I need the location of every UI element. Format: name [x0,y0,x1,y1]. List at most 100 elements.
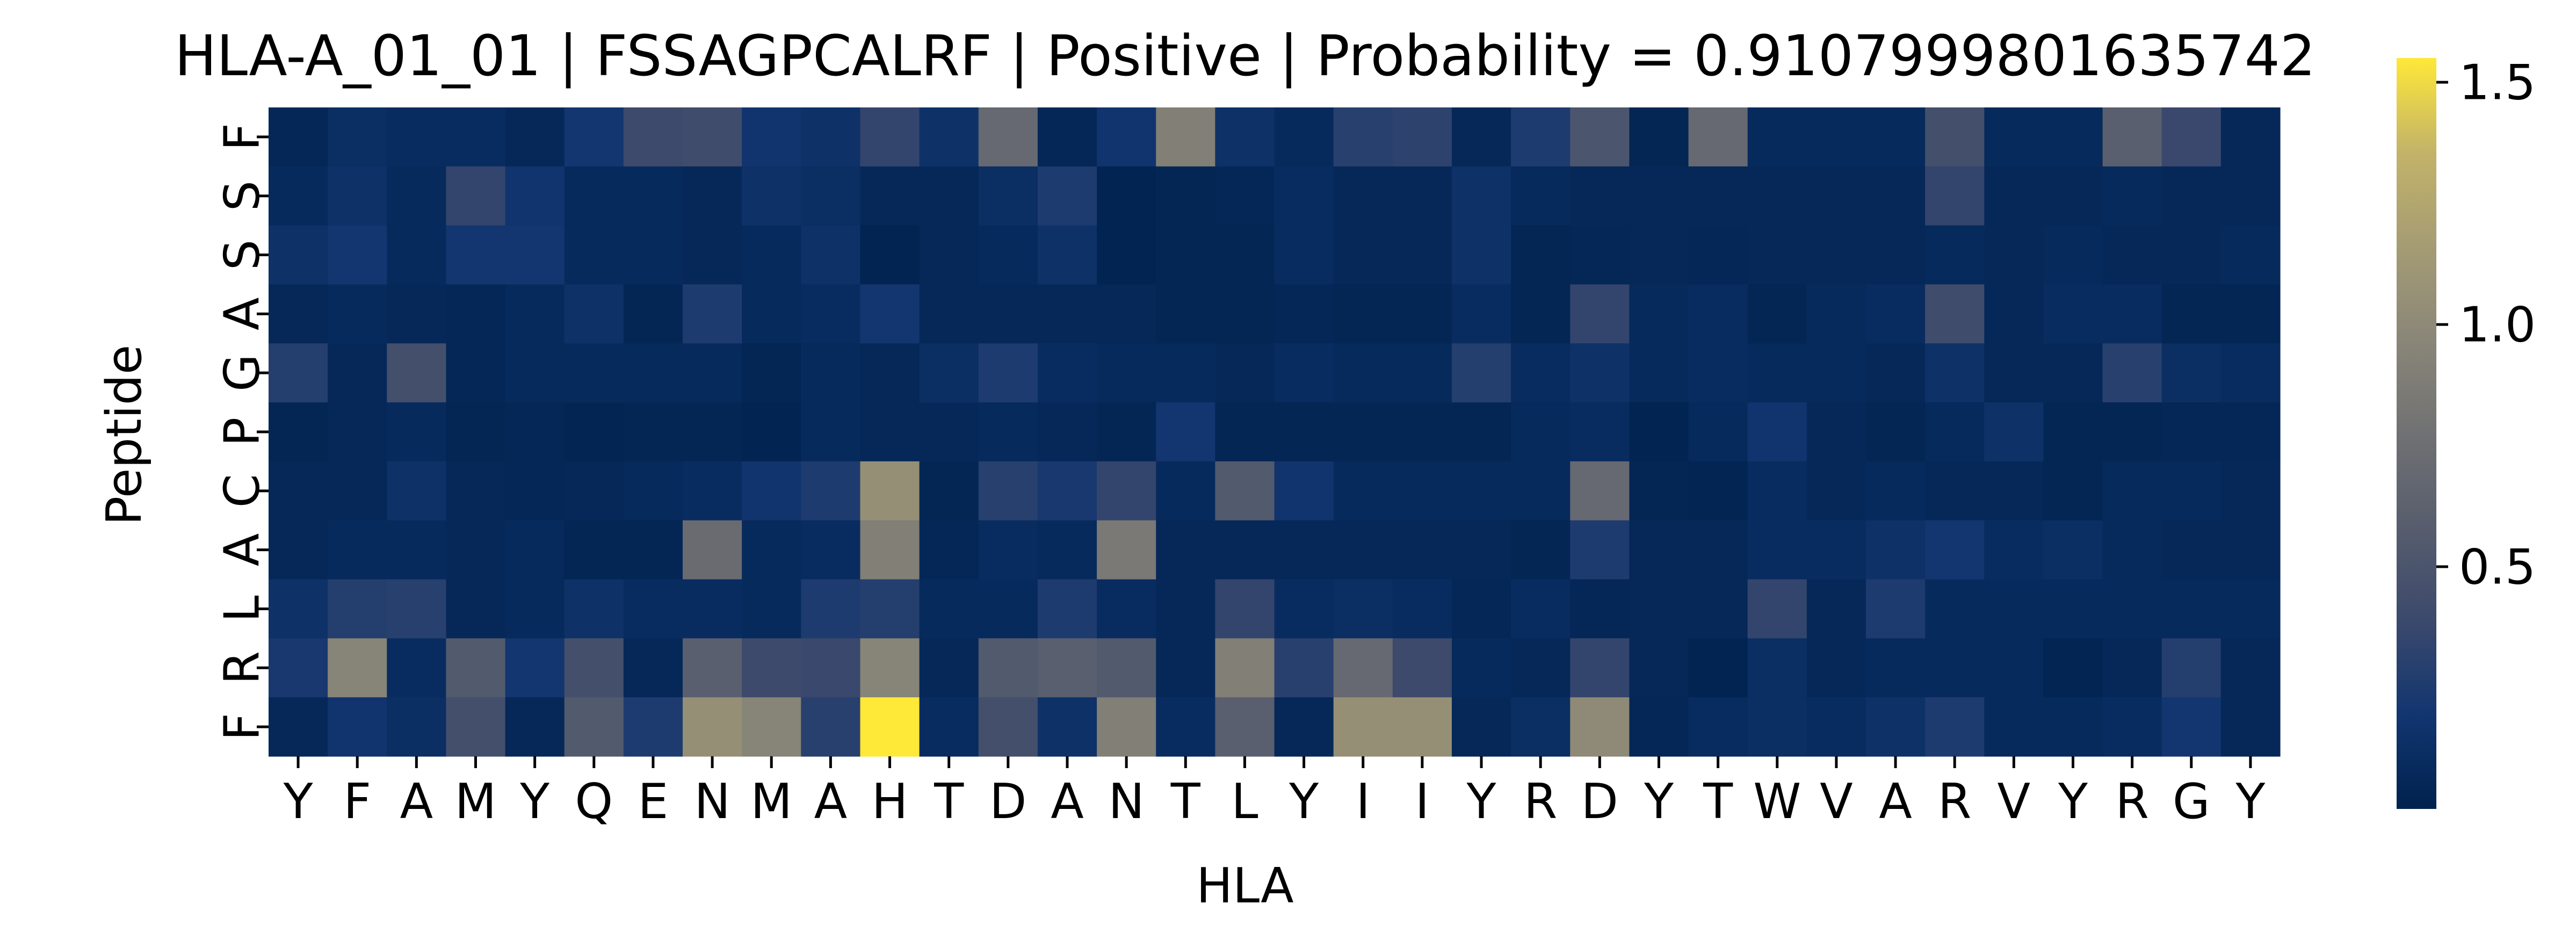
heatmap-cell [387,343,447,403]
heatmap-cell [1333,579,1393,639]
heatmap-cell [978,579,1038,639]
heatmap-cell [1392,284,1452,344]
heatmap-cell [978,166,1038,226]
heatmap-cell [1451,697,1511,757]
heatmap-cell [919,343,979,403]
heatmap-cell [564,461,624,521]
heatmap-cell [328,402,387,462]
heatmap-cell [919,520,979,580]
heatmap-cell [1511,638,1571,698]
heatmap-cell [387,697,447,757]
heatmap-cell [1333,638,1393,698]
heatmap-cell [1629,166,1689,226]
heatmap-cell [1511,284,1571,344]
heatmap-cell [919,697,979,757]
heatmap-cell [1274,520,1334,580]
heatmap-cell [801,579,861,639]
heatmap-cell [1570,284,1630,344]
heatmap-cell [1806,343,1866,403]
heatmap-cell [860,520,920,580]
heatmap-cell [683,579,742,639]
heatmap-cell [2220,225,2281,285]
x-tick-label: M [750,773,792,830]
heatmap-cell [1392,461,1452,521]
heatmap-cell [328,284,387,344]
heatmap-cell [1037,402,1097,462]
x-tick-label: L [1231,773,1258,830]
heatmap-cell [683,343,742,403]
heatmap-cell [1570,225,1630,285]
heatmap-cell [1156,579,1215,639]
y-tick-label: C [214,474,271,508]
heatmap-cell [387,520,447,580]
y-tick-label: A [214,298,271,331]
heatmap-cell [2102,697,2162,757]
heatmap-cell [1511,402,1571,462]
heatmap-cell [2043,579,2103,639]
heatmap-cell [1156,402,1215,462]
heatmap-cell [1156,284,1215,344]
heatmap-cell [1097,225,1156,285]
x-tick-label: Y [2058,773,2088,830]
heatmap-cell [742,697,801,757]
heatmap-cell [446,697,506,757]
heatmap-cell [1392,166,1452,226]
x-tick-label: N [1108,773,1144,830]
x-tick-label: Y [2235,773,2266,830]
heatmap-cell [2102,225,2162,285]
x-tick-label: E [638,773,669,830]
heatmap-cell [269,225,328,285]
heatmap-cell [1688,461,1748,521]
heatmap-cell [1925,579,1985,639]
heatmap-cell [1451,225,1511,285]
heatmap-cell [328,225,387,285]
heatmap-cell [801,166,861,226]
heatmap-cell [328,579,387,639]
heatmap-cell [1274,461,1334,521]
heatmap-cell [564,638,624,698]
heatmap-cell [1274,638,1334,698]
heatmap-cell [1037,697,1097,757]
heatmap-cell [328,166,387,226]
heatmap-cell [623,402,683,462]
heatmap-cell [269,638,328,698]
heatmap-cell [1865,461,1926,521]
heatmap-cell [269,402,328,462]
heatmap-cell [505,284,565,344]
heatmap-cell [1274,402,1334,462]
heatmap-cell [1451,284,1511,344]
heatmap-cell [860,225,920,285]
heatmap-cell [978,638,1038,698]
heatmap-cell [1097,638,1156,698]
heatmap-cell [2102,520,2162,580]
heatmap-cell [978,284,1038,344]
heatmap-cell [1392,579,1452,639]
x-tick-label: D [1581,773,1618,830]
x-tick-label: H [872,773,908,830]
heatmap-cell [978,107,1038,167]
heatmap-cell [919,638,979,698]
heatmap-cell [1984,579,2044,639]
heatmap-cell [2102,579,2162,639]
heatmap-cell [446,225,506,285]
heatmap-cell [2161,166,2222,226]
heatmap-cell [919,225,979,285]
heatmap-cell [446,343,506,403]
heatmap-cell [387,166,447,226]
heatmap-cell [623,638,683,698]
x-tick-label: Y [1644,773,1674,830]
x-tick-label: Q [575,773,613,830]
heatmap-cell [1451,107,1511,167]
heatmap-cell [1865,520,1926,580]
heatmap-cell [1806,579,1866,639]
heatmap-cell [1511,107,1571,167]
heatmap-cell [2161,225,2222,285]
heatmap-cell [1688,638,1748,698]
heatmap-cell [2161,461,2222,521]
heatmap-cell [1097,697,1156,757]
heatmap-cell [1925,520,1985,580]
x-tick-label: R [1524,773,1558,830]
heatmap-cell [505,638,565,698]
heatmap-cell [1925,284,1985,344]
